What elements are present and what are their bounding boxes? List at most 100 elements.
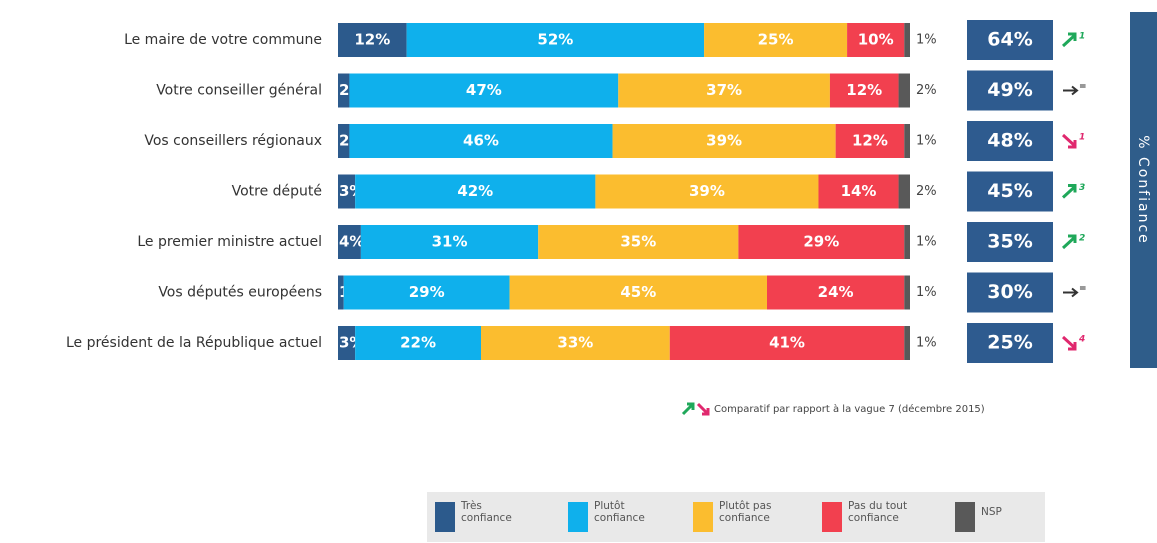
bar-segment (904, 326, 910, 360)
evolution-arrow (1061, 234, 1077, 250)
bar-segment (612, 124, 836, 158)
bar-segment (338, 174, 356, 209)
legend-label: Très confiance (461, 500, 512, 524)
nsp-label: 1% (916, 33, 937, 48)
value-label: 41% (769, 334, 805, 352)
side-band (1130, 12, 1157, 368)
bar-segment (406, 23, 705, 57)
total-label: 48% (987, 130, 1032, 152)
evolution-label: = (1079, 284, 1087, 294)
legend-item: Plutôt pas confiance (719, 500, 772, 524)
bar-segment (509, 275, 767, 310)
legend-label: Plutôt confiance (594, 500, 645, 524)
arrow (1061, 32, 1077, 48)
bar-segment (898, 73, 910, 108)
legend-item: Très confiance (461, 500, 512, 524)
legend-box (427, 492, 1045, 542)
bar-segment (704, 23, 848, 57)
value-label: 29% (409, 283, 445, 301)
bar-segment (904, 275, 910, 310)
total-box (967, 171, 1053, 212)
nsp-label: 1% (916, 134, 937, 149)
total-label: 30% (987, 281, 1032, 303)
bar-segment (847, 23, 905, 57)
value-label: 14% (841, 182, 877, 200)
evolution-label: 4 (1078, 335, 1085, 345)
bar-segment (349, 73, 619, 108)
total-box (967, 70, 1053, 111)
category-label: Votre conseiller général (156, 83, 322, 99)
category-label: Le premier ministre actuel (137, 234, 322, 250)
value-label: 42% (457, 182, 493, 200)
value-label: 46% (463, 132, 499, 150)
bar-segment (818, 174, 899, 209)
bar-segment (338, 124, 350, 158)
value-label: 47% (466, 81, 502, 99)
value-label: 52% (537, 31, 573, 49)
note: Comparatif par rapport à la vague 7 (déc… (714, 403, 985, 415)
arrow (1061, 234, 1077, 250)
total-box (967, 222, 1053, 262)
legend-swatch (693, 502, 713, 532)
total-label: 45% (987, 180, 1032, 202)
total-box (967, 20, 1053, 60)
evolution-arrow (1061, 32, 1077, 48)
bar-segment (904, 23, 910, 57)
value-label: 22% (400, 334, 436, 352)
legend-swatch (435, 502, 455, 532)
total-label: 35% (987, 231, 1032, 253)
bar-segment (481, 326, 670, 360)
arrow (1061, 335, 1077, 351)
value-label: 31% (432, 233, 468, 251)
bar-segment (767, 275, 905, 310)
arrow (1063, 85, 1079, 96)
total-box (967, 272, 1053, 313)
nsp-label: 1% (916, 285, 937, 300)
value-label: 12% (846, 81, 882, 99)
value-label: 39% (689, 182, 725, 200)
nsp-label: 2% (916, 83, 937, 98)
category-label: Le président de la République actuel (66, 335, 322, 351)
total-label: 25% (987, 332, 1032, 354)
bar-segment (829, 73, 899, 108)
evolution-label: 2 (1079, 234, 1085, 244)
bar-segment (338, 275, 344, 310)
value-label: 37% (706, 81, 742, 99)
category-label: Vos conseillers régionaux (144, 133, 322, 149)
value-label: 4% (339, 233, 364, 251)
category-label: Le maire de votre commune (124, 32, 322, 48)
total-label: 49% (987, 79, 1032, 101)
note-arrows (681, 402, 710, 416)
legend-swatch (955, 502, 975, 532)
value-label: 35% (620, 233, 656, 251)
bar-segment (538, 225, 739, 259)
bar-segment (904, 124, 910, 158)
total-box (967, 323, 1053, 363)
legend-label: Plutôt pas confiance (719, 500, 772, 524)
side-label: % Confiance (1135, 135, 1151, 245)
bar-segment (898, 174, 910, 209)
value-label: 33% (557, 334, 593, 352)
value-label: 12% (354, 31, 390, 49)
evolution-label: 1 (1079, 32, 1085, 42)
value-label: 12% (852, 132, 888, 150)
bar-segment (355, 326, 481, 360)
bar-segment (904, 225, 910, 259)
evolution-label: 3 (1079, 183, 1085, 193)
bar-segment (835, 124, 905, 158)
value-label: 24% (818, 283, 854, 301)
legend-item: Pas du tout confiance (848, 500, 908, 524)
arrow (1061, 184, 1077, 199)
category-label: Vos députés européens (158, 285, 322, 301)
legend-swatch (568, 502, 588, 532)
value-label: 45% (620, 283, 656, 301)
bar-segment (338, 73, 350, 108)
legend-label: Pas du tout confiance (848, 500, 908, 524)
total-box (967, 121, 1053, 161)
arrow (1063, 287, 1079, 298)
value-label: 25% (758, 31, 794, 49)
legend-item: Plutôt confiance (594, 500, 645, 524)
bar-segment (338, 326, 356, 360)
nsp-label: 1% (916, 235, 937, 250)
legend-swatch (822, 502, 842, 532)
